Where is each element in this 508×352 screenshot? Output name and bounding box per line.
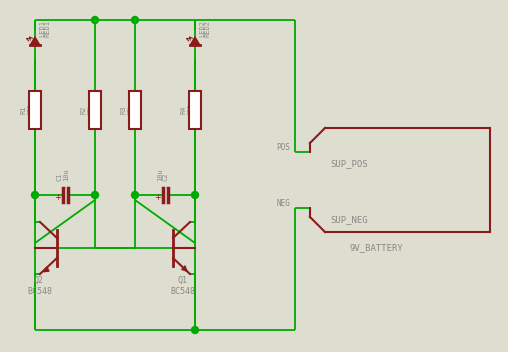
Circle shape [91,17,99,24]
Text: +: + [54,194,61,202]
Text: BC548: BC548 [170,287,195,296]
Text: BC548: BC548 [27,287,52,296]
Bar [89,91,101,129]
Text: Q2: Q2 [33,276,43,285]
Text: 470: 470 [28,103,34,117]
Circle shape [31,191,39,199]
Text: SUP_NEG: SUP_NEG [330,215,368,225]
Text: SUP_POS: SUP_POS [330,159,368,169]
Bar [189,91,201,129]
Text: Q1: Q1 [178,276,188,285]
Text: 470: 470 [188,103,194,117]
Text: LED1: LED1 [39,20,45,37]
Circle shape [132,191,139,199]
Bar [129,91,141,129]
Polygon shape [190,37,200,45]
Circle shape [192,327,199,333]
Polygon shape [30,37,40,45]
Text: LED2: LED2 [199,20,205,37]
Circle shape [192,191,199,199]
Text: 10u: 10u [157,168,163,181]
Text: POS: POS [276,143,290,152]
Text: R3: R3 [121,106,127,114]
Text: C1: C1 [57,172,63,181]
Text: RED1: RED1 [45,20,51,37]
Circle shape [132,17,139,24]
Bar [29,91,41,129]
Text: C2: C2 [163,172,169,181]
Text: RED2: RED2 [205,20,211,37]
Text: 47k: 47k [88,103,94,117]
Text: R1: R1 [21,106,27,114]
Circle shape [91,191,99,199]
Text: +: + [154,194,161,202]
Text: 10u: 10u [63,168,69,181]
Text: R2: R2 [81,106,87,114]
Text: 9V_BATTERY: 9V_BATTERY [350,243,404,252]
Text: R4: R4 [181,106,187,114]
Text: 47k: 47k [128,103,134,117]
Text: NEG: NEG [276,199,290,208]
